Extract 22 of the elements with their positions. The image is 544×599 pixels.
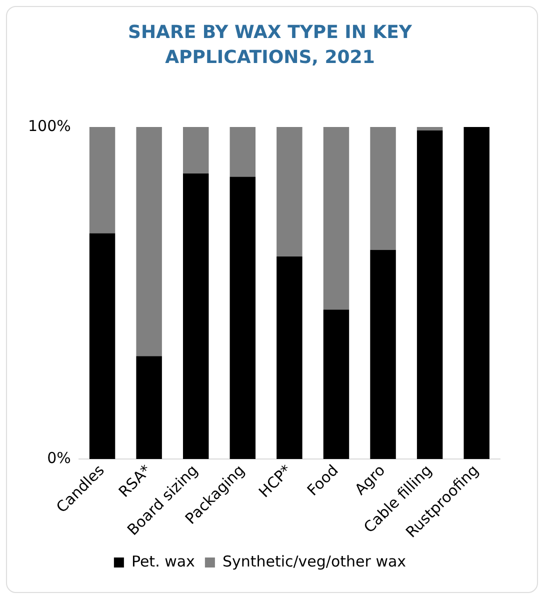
chart-title: SHARE BY WAX TYPE IN KEY APPLICATIONS, 2021 — [127, 21, 413, 70]
bar — [370, 127, 396, 250]
bar — [370, 250, 396, 459]
bar — [416, 130, 443, 459]
bar — [182, 173, 209, 459]
bar — [323, 127, 350, 310]
bar — [323, 310, 350, 459]
bar — [276, 256, 302, 459]
y-tick-label: 0% — [47, 448, 71, 467]
bar — [230, 176, 256, 459]
bar — [136, 356, 162, 459]
bar — [89, 233, 116, 459]
legend-label: Pet. wax — [131, 552, 196, 570]
bar — [136, 127, 162, 356]
bar — [182, 127, 209, 174]
y-tick-label: 100% — [28, 116, 71, 135]
bar — [416, 127, 443, 130]
bar — [276, 127, 302, 256]
bar — [464, 127, 490, 459]
bar — [89, 127, 116, 234]
bar — [230, 127, 256, 177]
legend-label: Synthetic/veg/other wax — [222, 552, 406, 570]
